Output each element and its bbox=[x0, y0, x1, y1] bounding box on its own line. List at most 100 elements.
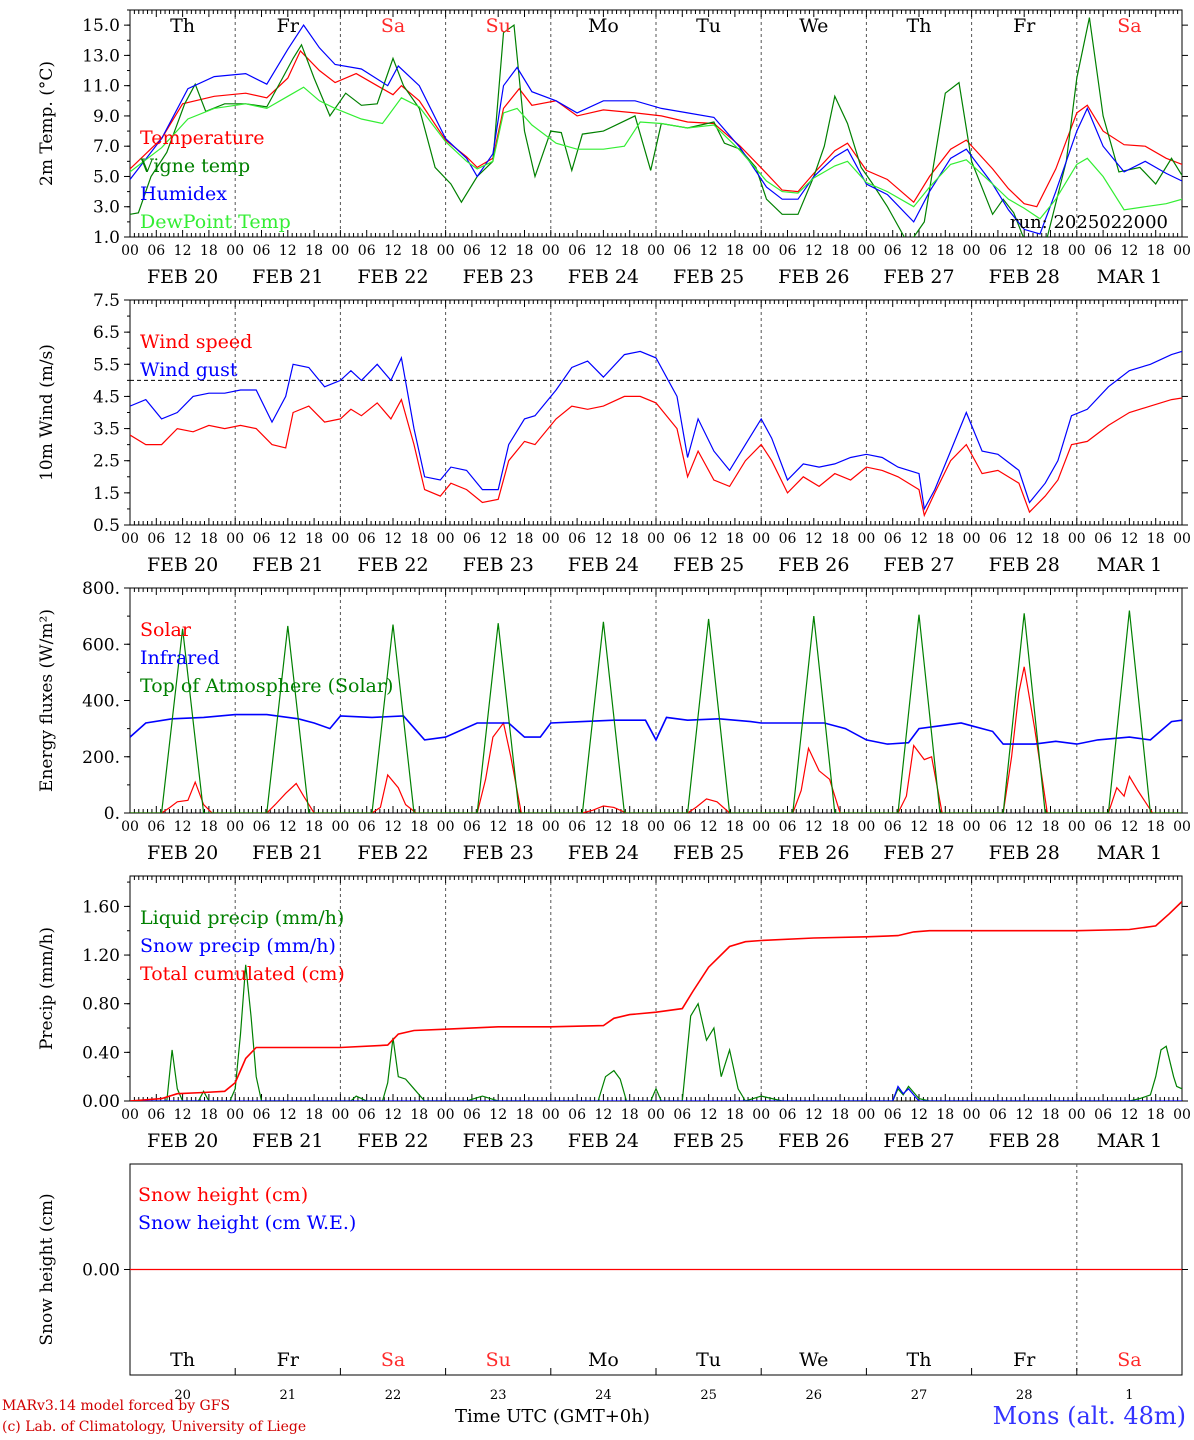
date-label: FEB 25 bbox=[673, 1130, 744, 1152]
date-label: FEB 24 bbox=[568, 842, 639, 864]
hour-label: 06 bbox=[253, 243, 271, 259]
date-label: FEB 22 bbox=[357, 842, 428, 864]
date-label: FEB 20 bbox=[147, 842, 218, 864]
y-axis-label: Energy fluxes (W/m²) bbox=[37, 609, 57, 792]
y-tick-label: 5.0 bbox=[93, 167, 120, 187]
hour-label: 12 bbox=[384, 531, 402, 547]
hour-label: 00 bbox=[437, 1107, 455, 1123]
hour-label: 06 bbox=[1094, 531, 1112, 547]
hour-label: 00 bbox=[121, 531, 139, 547]
hour-label: 12 bbox=[174, 531, 192, 547]
hour-label: 06 bbox=[568, 243, 586, 259]
hour-label: 06 bbox=[779, 243, 797, 259]
hour-label: 06 bbox=[779, 531, 797, 547]
day-of-week: We bbox=[799, 15, 828, 37]
hour-label: 18 bbox=[305, 243, 323, 259]
y-axis-label: 2m Temp. (°C) bbox=[37, 61, 57, 186]
hour-label: 06 bbox=[147, 1107, 165, 1123]
series-line-wind-speed bbox=[130, 395, 1182, 518]
date-label: FEB 28 bbox=[989, 1130, 1060, 1152]
hour-label: 12 bbox=[1120, 1107, 1138, 1123]
hour-label: 00 bbox=[542, 243, 560, 259]
hour-label: 06 bbox=[673, 819, 691, 835]
hour-label: 06 bbox=[1094, 1107, 1112, 1123]
hour-label: 00 bbox=[647, 531, 665, 547]
hour-label: 18 bbox=[410, 243, 428, 259]
date-label: FEB 27 bbox=[883, 554, 954, 576]
hour-label: 18 bbox=[1147, 531, 1165, 547]
hour-label: 18 bbox=[305, 819, 323, 835]
hour-label: 12 bbox=[384, 1107, 402, 1123]
hour-label: 00 bbox=[226, 1107, 244, 1123]
hour-label: 00 bbox=[437, 531, 455, 547]
hour-label: 06 bbox=[989, 531, 1007, 547]
date-label: FEB 20 bbox=[147, 266, 218, 288]
hour-label: 12 bbox=[1120, 243, 1138, 259]
legend-temperature: Temperature bbox=[140, 127, 264, 149]
hour-label: 18 bbox=[410, 531, 428, 547]
hour-label: 12 bbox=[1015, 819, 1033, 835]
hour-label: 06 bbox=[884, 819, 902, 835]
hour-label: 12 bbox=[594, 819, 612, 835]
hour-label: 06 bbox=[989, 1107, 1007, 1123]
hour-label: 00 bbox=[857, 531, 875, 547]
hour-label: 00 bbox=[331, 1107, 349, 1123]
legend-snow-height-cm-: Snow height (cm) bbox=[138, 1184, 308, 1206]
series-line-temperature bbox=[130, 49, 1182, 208]
date-label: FEB 23 bbox=[463, 266, 534, 288]
hour-label: 06 bbox=[673, 531, 691, 547]
panel-precip: 0.00 0.40 0.80 1.20 1.60 Precip (mm/h) Liquid … bbox=[37, 875, 1191, 1152]
date-label: FEB 24 bbox=[568, 554, 639, 576]
legend-vigne-temp: Vigne temp bbox=[139, 155, 250, 177]
date-label: FEB 21 bbox=[252, 1130, 323, 1152]
hour-label: 18 bbox=[516, 531, 534, 547]
hour-label: 12 bbox=[279, 1107, 297, 1123]
hour-label: 18 bbox=[1147, 1107, 1165, 1123]
date-label: FEB 25 bbox=[673, 554, 744, 576]
day-number: 21 bbox=[280, 1388, 297, 1403]
y-tick-label: 15.0 bbox=[82, 16, 120, 36]
y-tick-label: 200. bbox=[82, 748, 120, 768]
day-of-week: Su bbox=[486, 15, 511, 37]
hour-label: 18 bbox=[516, 1107, 534, 1123]
y-tick-label: 1.0 bbox=[93, 228, 120, 248]
day-of-week: Fr bbox=[277, 1349, 300, 1371]
date-label: FEB 22 bbox=[357, 266, 428, 288]
hour-label: 12 bbox=[1015, 531, 1033, 547]
hour-label: 06 bbox=[1094, 819, 1112, 835]
hour-label: 18 bbox=[1042, 243, 1060, 259]
hour-label: 00 bbox=[121, 1107, 139, 1123]
hour-label: 18 bbox=[410, 1107, 428, 1123]
panel-wind: 0.5 1.5 2.5 3.5 4.5 5.5 6.5 7.5 10m Wind (m/s) Wi… bbox=[37, 291, 1191, 576]
hour-label: 12 bbox=[174, 1107, 192, 1123]
y-tick-label: 1.60 bbox=[82, 897, 120, 917]
hour-label: 18 bbox=[200, 531, 218, 547]
hour-label: 00 bbox=[647, 819, 665, 835]
series-line-snow-precip-mm-h- bbox=[130, 1085, 1182, 1101]
series-group bbox=[130, 17, 1182, 237]
day-number: 23 bbox=[490, 1388, 507, 1403]
hour-label: 00 bbox=[331, 243, 349, 259]
hour-label: 12 bbox=[805, 531, 823, 547]
y-tick-label: 7.0 bbox=[93, 137, 120, 157]
hour-label: 06 bbox=[253, 819, 271, 835]
hour-label: 12 bbox=[1120, 531, 1138, 547]
day-of-week: Th bbox=[907, 1349, 932, 1371]
series-line-liquid-precip-mm-h- bbox=[130, 964, 1182, 1101]
day-of-week: Su bbox=[486, 1349, 511, 1371]
day-number: 27 bbox=[911, 1388, 928, 1403]
hour-label: 18 bbox=[936, 819, 954, 835]
hour-label: 00 bbox=[857, 819, 875, 835]
hour-label: 06 bbox=[147, 243, 165, 259]
hour-label: 12 bbox=[384, 819, 402, 835]
series-line-dewpoint-temp bbox=[130, 86, 1182, 220]
hour-label: 18 bbox=[831, 1107, 849, 1123]
series-line-top-of-atmosphere-solar- bbox=[130, 610, 1182, 813]
hour-label: 12 bbox=[910, 1107, 928, 1123]
y-axis-label: Precip (mm/h) bbox=[37, 927, 57, 1050]
hour-label: 12 bbox=[384, 243, 402, 259]
hour-label: 06 bbox=[1094, 243, 1112, 259]
hour-label: 00 bbox=[1068, 1107, 1086, 1123]
date-label: FEB 26 bbox=[778, 554, 849, 576]
